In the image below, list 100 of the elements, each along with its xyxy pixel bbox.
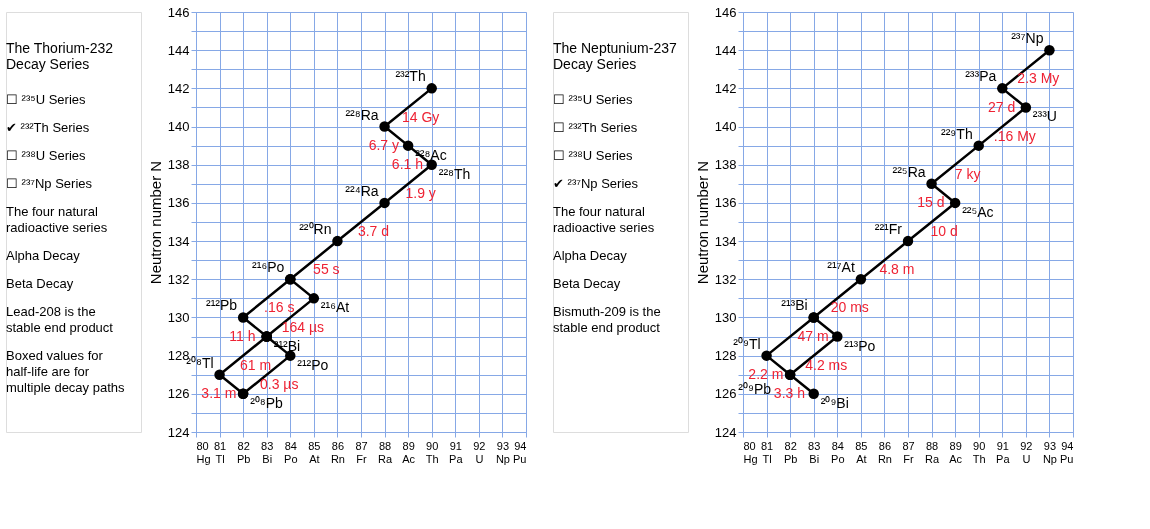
text: Alpha Decay bbox=[6, 248, 81, 263]
text: Beta Decay bbox=[553, 276, 621, 291]
text: Beta Decay bbox=[6, 276, 74, 291]
y-tick-label: 140 bbox=[167, 119, 190, 135]
y-tick-label: 142 bbox=[714, 80, 737, 96]
text: The four natural radioactive series bbox=[553, 204, 655, 235]
annotation: .16 My bbox=[993, 127, 1036, 144]
x-tick-label: 86 Rn bbox=[330, 439, 345, 465]
text: The Neptunium-237 Decay Series bbox=[553, 40, 677, 72]
data-label: ²¹²Po bbox=[297, 356, 329, 373]
y-tick-label: 130 bbox=[714, 309, 737, 325]
text: ☐ ²³⁵U Series bbox=[553, 92, 634, 107]
annotation: 20 ms bbox=[830, 299, 869, 316]
data-label: ²²⁵Ra bbox=[892, 163, 926, 180]
text: ☐ ²³⁸U Series bbox=[6, 148, 87, 163]
y-tick-label: 124 bbox=[167, 424, 190, 440]
x-tick-label: 89 Ac bbox=[402, 439, 416, 465]
x-tick-label: 86 Rn bbox=[877, 439, 892, 465]
y-axis-title: Neutron number N bbox=[693, 160, 711, 285]
annotation: 2.3 My bbox=[1017, 70, 1060, 87]
y-tick-label: 130 bbox=[167, 309, 190, 325]
x-tick-label: 89 Ac bbox=[949, 439, 963, 465]
data-label: ²¹⁶Po bbox=[252, 259, 285, 276]
text: Boxed values for half-life are for multiple decay paths bbox=[6, 348, 126, 395]
data-label: ²²⁸Th bbox=[438, 165, 471, 182]
text: ✔ ²³⁷Np Series bbox=[553, 176, 639, 191]
data-label: ²³³U bbox=[1032, 108, 1057, 125]
annotation: 14 Gy bbox=[401, 108, 440, 125]
x-tick-label: 92 U bbox=[1020, 439, 1033, 465]
x-tick-label: 93 Np bbox=[495, 439, 510, 465]
x-tick-label: 94 Pu bbox=[513, 439, 527, 465]
x-tick-label: 94 Pu bbox=[1060, 439, 1074, 465]
x-tick-label: 92 U bbox=[473, 439, 486, 465]
annotation: 55 s bbox=[313, 261, 340, 278]
text: Bismuth-209 is the stable end product bbox=[553, 304, 661, 335]
y-tick-label: 140 bbox=[714, 119, 737, 135]
annotation: 3.1 m bbox=[201, 385, 237, 402]
annotation: 11 h bbox=[229, 328, 256, 345]
x-tick-label: 84 Po bbox=[284, 439, 298, 465]
data-label: ²²⁵Ac bbox=[962, 203, 994, 220]
y-tick-label: 144 bbox=[714, 42, 737, 58]
x-tick-label: 84 Po bbox=[831, 439, 845, 465]
x-tick-label: 91 Pa bbox=[449, 439, 464, 465]
annotation: 164 µs bbox=[281, 318, 324, 335]
annotation: 6.7 y bbox=[368, 137, 400, 154]
data-label: ²²⁸Ra bbox=[345, 106, 379, 123]
y-tick-label: 134 bbox=[167, 233, 190, 249]
annotation: 0.3 µs bbox=[260, 375, 299, 392]
x-tick-label: 88 Ra bbox=[378, 439, 393, 465]
annotation: 61 m bbox=[240, 356, 272, 373]
text: ✔ ²³²Th Series bbox=[6, 120, 90, 135]
y-axis-title: Neutron number N bbox=[146, 160, 164, 285]
data-label: ²¹³Bi bbox=[781, 297, 808, 314]
text: ☐ ²³⁸U Series bbox=[553, 148, 634, 163]
data-label: ²³⁷Np bbox=[1011, 30, 1044, 47]
text: ☐ ²³⁷Np Series bbox=[6, 176, 93, 191]
x-tick-label: 88 Ra bbox=[925, 439, 940, 465]
y-tick-label: 126 bbox=[714, 386, 737, 402]
data-label: ²¹⁷At bbox=[827, 259, 855, 276]
y-tick-label: 124 bbox=[714, 424, 737, 440]
x-tick-label: 85 At bbox=[308, 439, 321, 465]
x-tick-label: 83 Bi bbox=[261, 439, 274, 465]
x-tick-label: 81 Tl bbox=[213, 439, 227, 465]
x-tick-label: 82 Pb bbox=[783, 439, 798, 465]
data-label: ²¹³Po bbox=[844, 337, 876, 354]
y-tick-label: 142 bbox=[167, 80, 190, 96]
data-label: ²²⁴Ra bbox=[345, 182, 379, 199]
data-label: ²⁰⁹Pb bbox=[738, 380, 772, 397]
y-tick-label: 132 bbox=[714, 271, 737, 287]
text: Alpha Decay bbox=[553, 248, 628, 263]
data-label: ²¹²Pb bbox=[206, 297, 238, 314]
text: ☐ ²³⁵U Series bbox=[6, 92, 87, 107]
y-tick-label: 144 bbox=[167, 42, 190, 58]
text: ☐ ²³²Th Series bbox=[553, 120, 638, 135]
x-tick-label: 85 At bbox=[855, 439, 868, 465]
annotation: .16 s bbox=[264, 299, 295, 316]
x-tick-label: 93 Np bbox=[1042, 439, 1057, 465]
x-tick-label: 80 Hg bbox=[196, 439, 211, 465]
x-tick-label: 83 Bi bbox=[808, 439, 821, 465]
annotation: 10 d bbox=[930, 223, 958, 240]
y-tick-label: 138 bbox=[167, 157, 190, 173]
data-label: ²⁰⁸Pb bbox=[250, 394, 284, 411]
annotation: 4.2 ms bbox=[805, 356, 848, 373]
x-tick-label: 87 Fr bbox=[355, 439, 368, 465]
y-tick-label: 136 bbox=[167, 195, 190, 211]
data-label: ²¹⁶At bbox=[320, 299, 350, 316]
annotation: 4.8 m bbox=[879, 261, 915, 278]
annotation: 7 ky bbox=[954, 165, 981, 182]
x-tick-label: 80 Hg bbox=[743, 439, 758, 465]
text: The Thorium-232 Decay Series bbox=[6, 40, 114, 72]
data-label: ²³²Th bbox=[395, 68, 426, 85]
annotation: 1.9 y bbox=[405, 184, 436, 201]
data-label: ²²¹Fr bbox=[874, 221, 903, 238]
y-tick-label: 146 bbox=[714, 4, 737, 20]
x-tick-label: 90 Th bbox=[425, 439, 439, 465]
x-tick-label: 91 Pa bbox=[996, 439, 1011, 465]
annotation: 15 d bbox=[917, 194, 945, 211]
data-label: ²³³Pa bbox=[965, 68, 997, 85]
annotation: 27 d bbox=[987, 99, 1016, 116]
y-tick-label: 132 bbox=[167, 271, 190, 287]
